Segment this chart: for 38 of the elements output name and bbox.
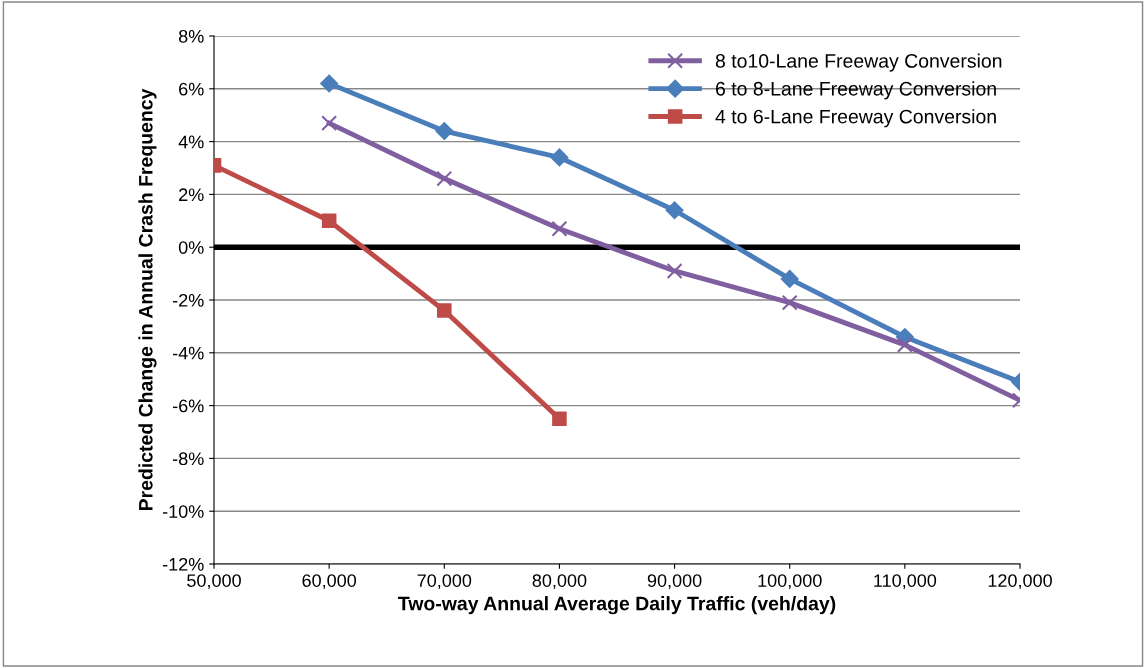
point (321, 115, 338, 132)
y-tick-label: 4% (178, 135, 204, 149)
legend-label: 6 to 8-Lane Freeway Conversion (716, 81, 996, 100)
y-tick-label: -2% (172, 293, 204, 307)
x-axis-title: Two-way Annual Average Daily Traffic (veh/day) (398, 596, 836, 615)
x-tick-label: 80,000 (532, 574, 587, 590)
x-tick-label: 50,000 (187, 574, 241, 590)
point (780, 269, 799, 288)
point (666, 262, 683, 279)
point (550, 148, 569, 167)
point (551, 220, 568, 237)
x-tick-label: 60,000 (302, 574, 357, 590)
x-tick-label: 110,000 (874, 574, 937, 590)
y-tick-label: -8% (172, 452, 204, 466)
y-tick-label: 8% (178, 29, 204, 43)
point (665, 201, 684, 220)
point (896, 336, 913, 353)
x-tick-label: 70,000 (417, 574, 472, 590)
point (436, 170, 453, 187)
y-tick-label: -6% (172, 399, 204, 413)
point (320, 74, 339, 93)
y-tick-label: -10% (162, 505, 204, 518)
y-tick-label: 0% (178, 241, 204, 254)
legend-label: 4 to 6-Lane Freeway Conversion (715, 109, 996, 128)
x-tick-label: 90,000 (647, 574, 702, 590)
point (321, 213, 337, 229)
y-tick-label: 6% (179, 82, 204, 96)
x-tick-label: 120,000 (988, 574, 1052, 590)
y-tick-label: -4% (172, 346, 204, 360)
point (435, 122, 454, 140)
x-tick-label: 100,000 (758, 574, 822, 590)
point (781, 294, 798, 311)
y-tick-label: 2% (179, 188, 204, 202)
legend-label: 8 to10-Lane Freeway Conversion (715, 53, 1002, 72)
y-axis-title: Predicted Change in Annual Crash Frequency (138, 88, 157, 511)
point (437, 303, 452, 318)
point (552, 411, 567, 427)
y-tick-label: -12% (162, 557, 204, 571)
